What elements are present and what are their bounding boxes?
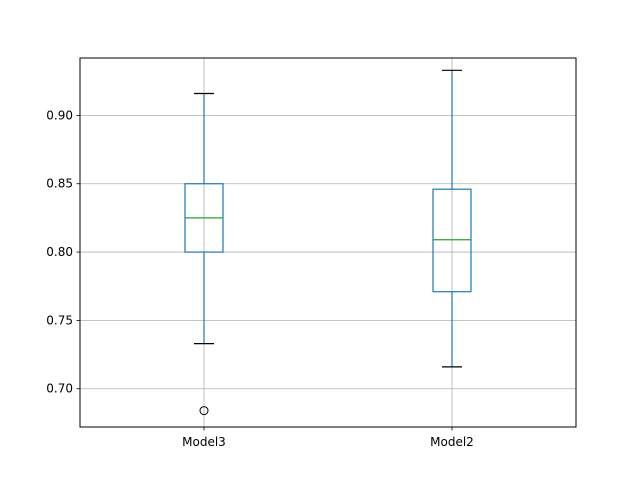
x-axis: Model3 Model2 bbox=[182, 427, 474, 449]
plot-background bbox=[80, 58, 576, 427]
box-model3 bbox=[184, 92, 224, 416]
y-tick-label: 0.70 bbox=[46, 382, 73, 396]
y-tick-label: 0.75 bbox=[46, 313, 73, 327]
plot-frame bbox=[79, 57, 577, 428]
y-tick-label: 0.90 bbox=[46, 108, 73, 122]
box-model2 bbox=[432, 69, 472, 368]
x-tick-label: Model2 bbox=[430, 435, 474, 449]
x-tick-label: Model3 bbox=[182, 435, 226, 449]
y-axis: 0.70 0.75 0.80 0.85 0.90 bbox=[46, 108, 80, 396]
iqr-box bbox=[432, 188, 472, 293]
y-tick-label: 0.85 bbox=[46, 177, 73, 191]
outlier-point bbox=[199, 406, 209, 416]
y-tick-label: 0.80 bbox=[46, 245, 73, 259]
boxes-layer bbox=[184, 69, 472, 416]
